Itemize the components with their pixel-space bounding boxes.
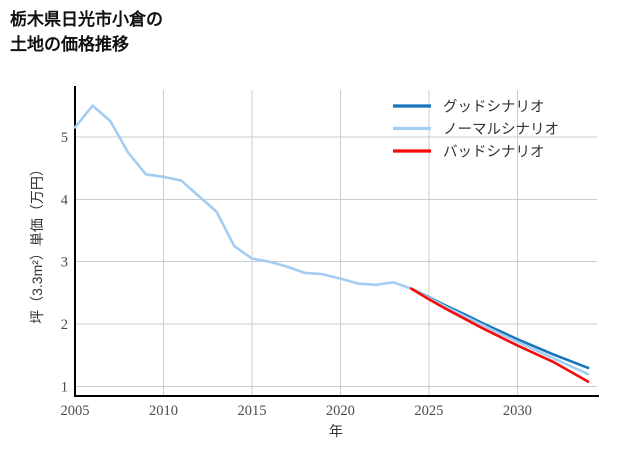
chart-title-line-1: 栃木県日光市小倉の	[10, 10, 163, 29]
y-tick-label: 2	[61, 317, 68, 333]
y-tick-label: 4	[61, 192, 69, 208]
series-line-0	[409, 287, 590, 370]
x-tick-label: 2015	[237, 403, 266, 419]
y-tick-label: 5	[61, 130, 68, 146]
y-axis-title: 坪（3.3m²）単価（万円）	[29, 162, 45, 324]
x-axis-tick-labels: 2005 2010 2015 2020 2025 2030	[61, 403, 532, 419]
series-line-1	[73, 104, 590, 376]
x-tick-label: 2020	[326, 403, 355, 419]
x-tick-label: 2025	[414, 403, 443, 419]
y-axis-tick-labels: 1 2 3 4 5	[61, 130, 69, 396]
series-line-2	[409, 287, 590, 383]
chart-title-line-2: 土地の価格推移	[10, 34, 129, 54]
gridlines	[75, 90, 597, 396]
x-tick-label: 2005	[61, 403, 90, 419]
legend-label-0: グッドシナリオ	[443, 99, 545, 116]
legend-label-2: バッドシナリオ	[443, 145, 545, 161]
y-tick-label: 3	[61, 255, 68, 271]
axis-lines	[74, 86, 599, 397]
chart-title: 栃木県日光市小倉の 土地の価格推移	[10, 8, 163, 57]
x-axis-title: 年	[329, 423, 343, 439]
x-tick-label: 2010	[149, 403, 178, 419]
legend-label-1: ノーマルシナリオ	[443, 122, 559, 138]
data-series-group	[73, 104, 590, 383]
x-tick-label: 2030	[503, 403, 532, 419]
y-tick-label: 1	[61, 380, 68, 396]
